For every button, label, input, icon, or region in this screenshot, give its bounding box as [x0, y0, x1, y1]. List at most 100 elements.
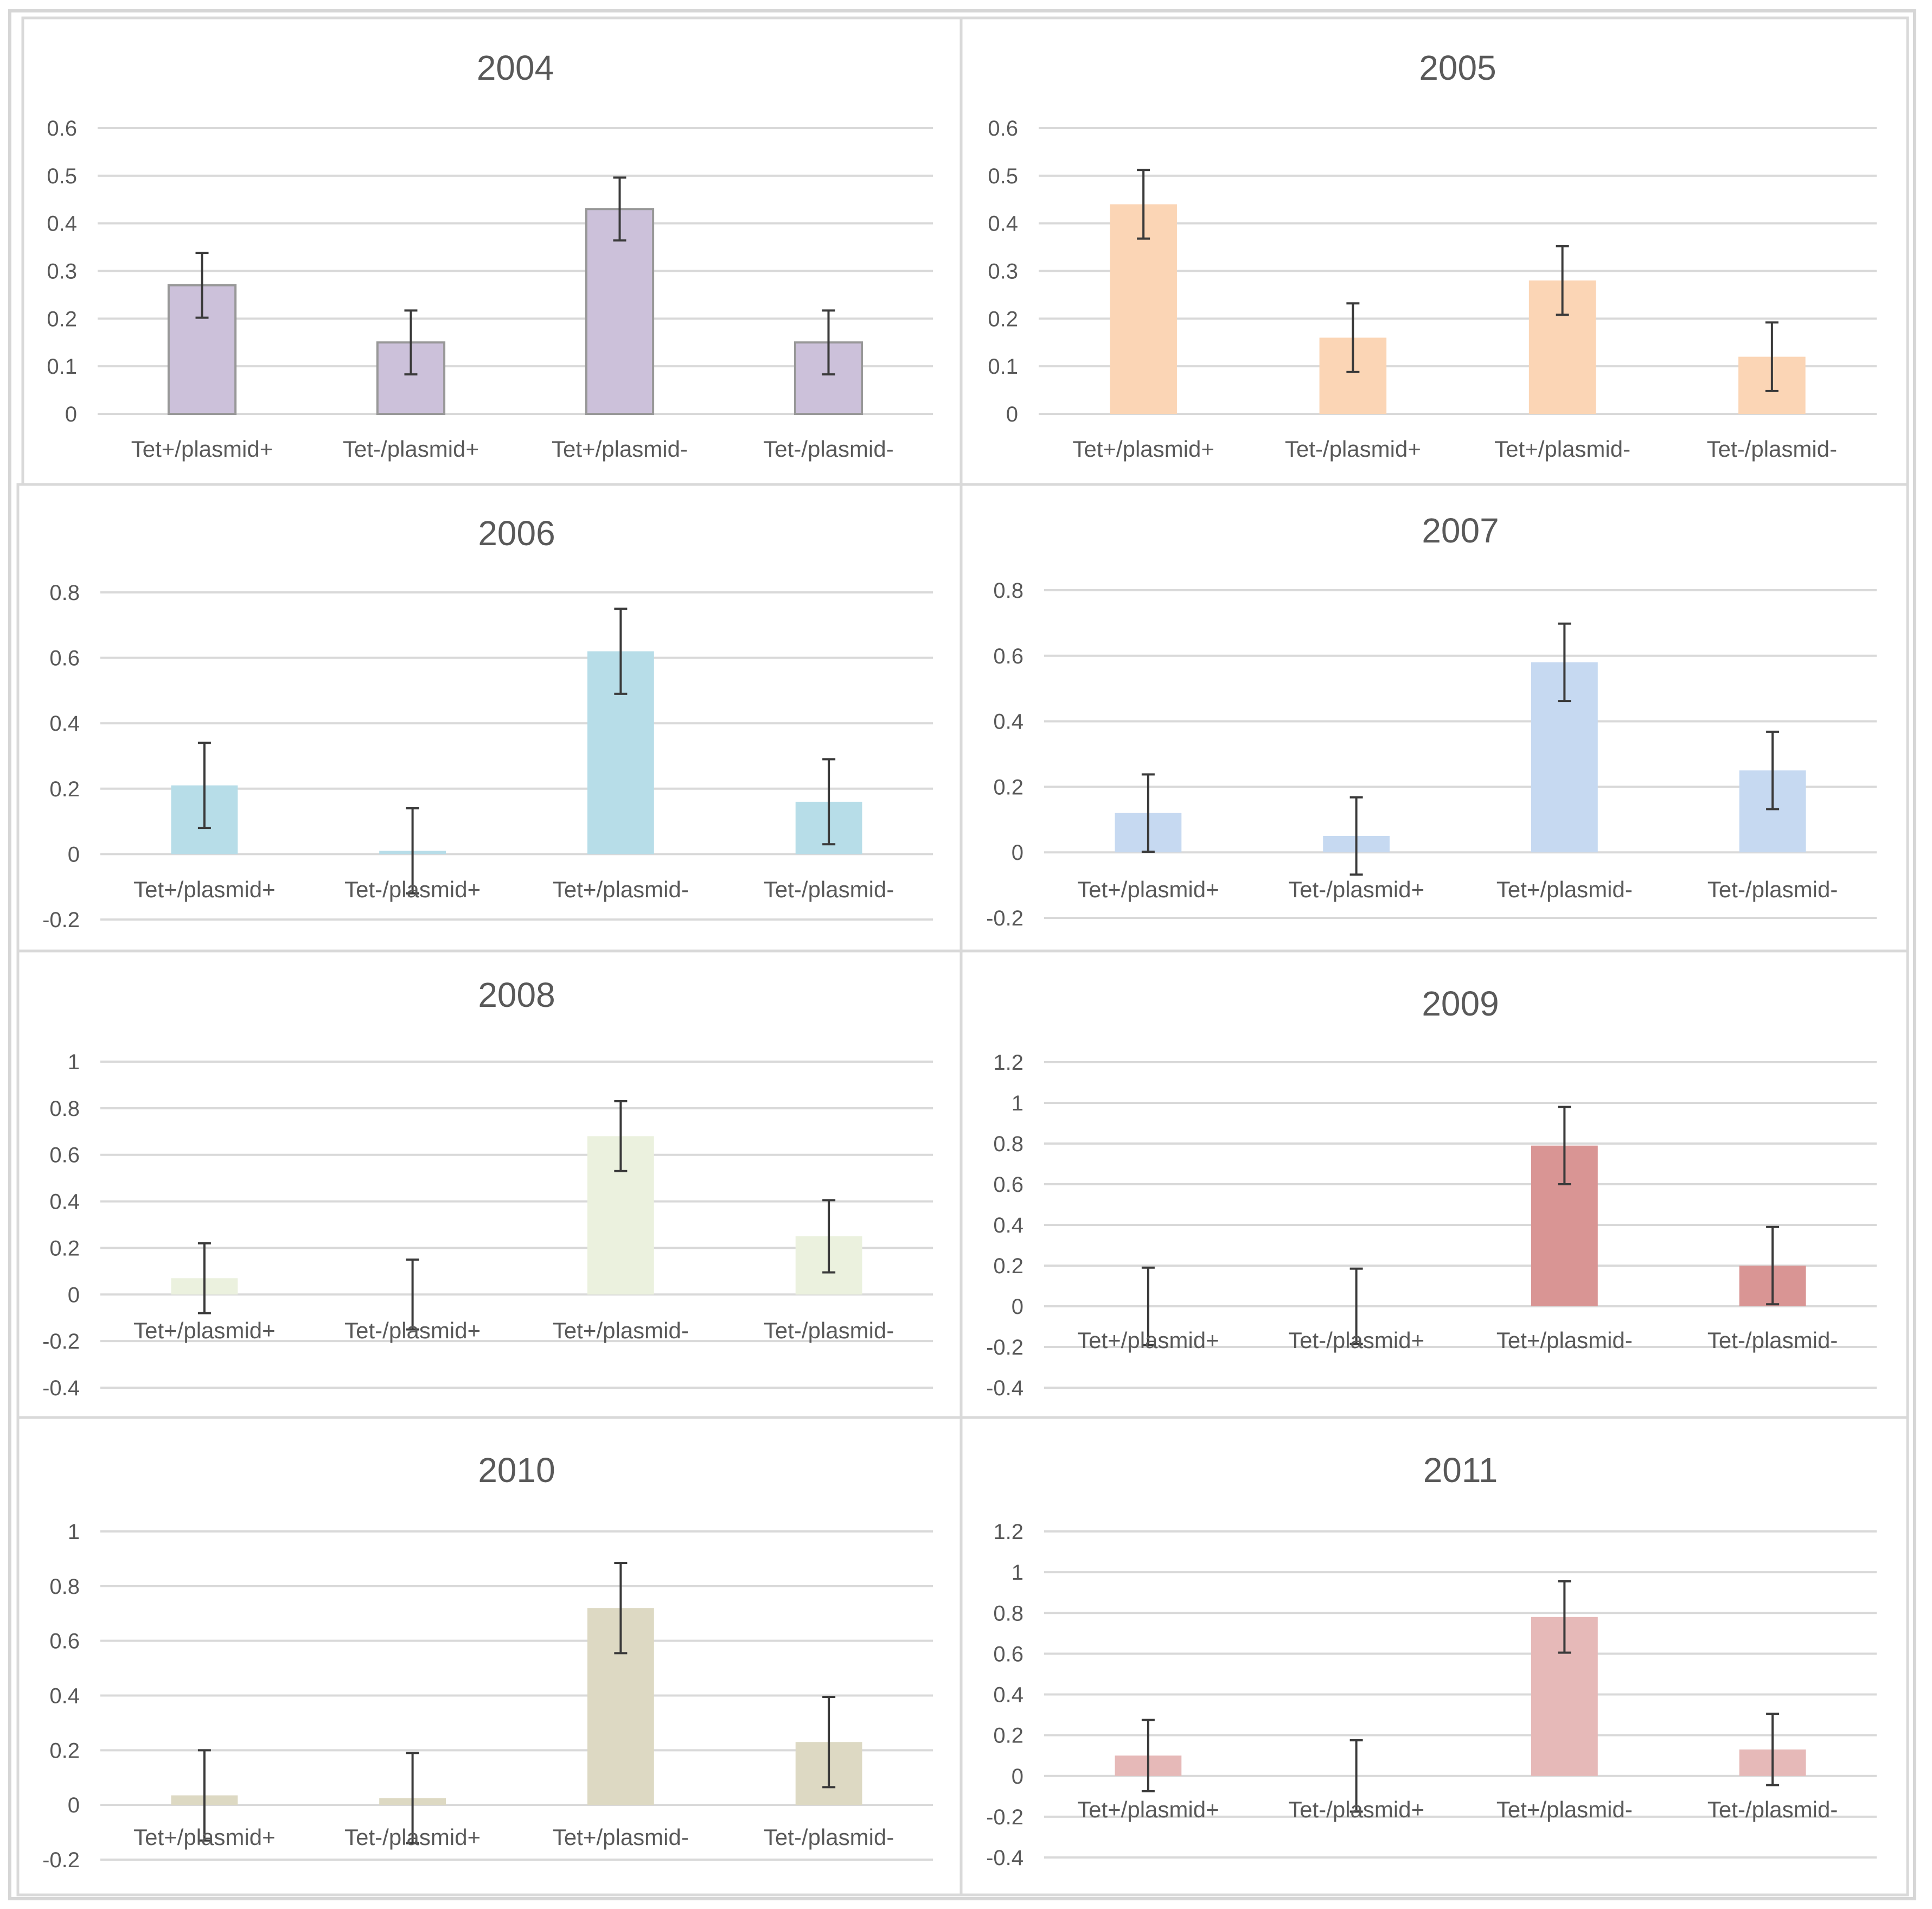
y-tick-label: -0.4 [42, 1376, 80, 1400]
chart-title: 2007 [1422, 511, 1499, 550]
x-tick-label: Tet-/plasmid- [764, 1318, 894, 1343]
x-tick-label: Tet-/plasmid- [1707, 436, 1837, 462]
y-tick-label: 0.4 [49, 1190, 80, 1214]
y-tick-label: 1 [68, 1050, 80, 1074]
chart-frame [16, 1416, 963, 1897]
x-tick-label: Tet+/plasmid- [1496, 877, 1633, 902]
y-tick-label: 0 [68, 1283, 80, 1307]
x-tick-label: Tet-/plasmid- [764, 1824, 894, 1850]
chart-2007: 0.8 0.6 0.4 0.2 0 -0.2 2007 Tet+/plasmid+ Tet-/p… [959, 483, 1909, 953]
y-tick-label: 0.4 [993, 1214, 1023, 1237]
x-tick-label: Tet-/plasmid+ [343, 436, 479, 462]
x-tick-label: Tet+/plasmid+ [1077, 1327, 1219, 1353]
y-tick-label: 0.4 [49, 712, 80, 736]
x-tick-label: Tet+/plasmid- [1496, 1327, 1633, 1353]
x-tick-label: Tet-/plasmid+ [1285, 436, 1421, 462]
x-tick-label: Tet+/plasmid+ [131, 436, 273, 462]
chart-title: 2008 [478, 975, 555, 1014]
y-tick-label: 0.8 [993, 579, 1023, 603]
y-tick-label: 0.2 [988, 307, 1018, 331]
x-tick-label: Tet-/plasmid+ [344, 1318, 481, 1343]
x-tick-label: Tet-/plasmid+ [1288, 1327, 1424, 1353]
bar [585, 208, 655, 415]
chart-frame [959, 483, 1909, 953]
y-tick-label: 0 [1012, 841, 1023, 865]
x-tick-label: Tet-/plasmid- [764, 877, 894, 902]
x-tick-label: Tet+/plasmid+ [1077, 1797, 1219, 1822]
y-tick-label: 0.3 [47, 260, 77, 284]
x-tick-label: Tet+/plasmid+ [1077, 877, 1219, 902]
x-tick-label: Tet+/plasmid+ [133, 877, 275, 902]
y-tick-label: 0.3 [988, 260, 1018, 284]
chart-frame [16, 483, 963, 953]
x-tick-label: Tet-/plasmid- [763, 436, 893, 462]
y-tick-label: 0.6 [49, 1630, 80, 1653]
x-tick-label: Tet-/plasmid- [1707, 1327, 1838, 1353]
x-tick-label: Tet-/plasmid+ [344, 1824, 481, 1850]
chart-title: 2006 [478, 514, 555, 553]
y-tick-label: 0.1 [47, 355, 77, 379]
chart-title: 2005 [1419, 48, 1496, 87]
y-tick-label: 0 [1012, 1295, 1023, 1319]
y-tick-label: 0.2 [993, 775, 1023, 799]
y-tick-label: 0.6 [993, 1173, 1023, 1197]
y-tick-label: 0.4 [49, 1684, 80, 1708]
chart-frame [959, 1416, 1909, 1897]
y-tick-label: -0.2 [986, 906, 1023, 930]
y-tick-label: 0.6 [988, 117, 1018, 141]
y-tick-label: 0.4 [993, 710, 1023, 734]
y-tick-label: -0.4 [986, 1376, 1023, 1400]
y-tick-label: 0.4 [988, 212, 1018, 236]
y-tick-label: -0.2 [986, 1336, 1023, 1359]
y-tick-label: 0.6 [47, 117, 77, 141]
y-tick-label: 0.5 [47, 164, 77, 188]
bar [794, 341, 863, 415]
y-tick-label: 0 [1006, 403, 1018, 426]
x-tick-label: Tet+/plasmid- [553, 1824, 689, 1850]
y-tick-label: 0 [65, 403, 77, 426]
y-tick-label: 0 [68, 842, 80, 866]
x-tick-label: Tet-/plasmid- [1707, 1797, 1838, 1822]
x-tick-label: Tet-/plasmid+ [1288, 1797, 1424, 1822]
y-tick-label: -0.2 [42, 1330, 80, 1353]
y-tick-label: 0.6 [993, 1642, 1023, 1666]
x-tick-label: Tet+/plasmid- [1494, 436, 1630, 462]
y-tick-label: 0.2 [49, 1739, 80, 1763]
y-tick-label: 0.6 [49, 647, 80, 671]
x-tick-label: Tet+/plasmid- [553, 877, 689, 902]
y-tick-label: 0.6 [993, 644, 1023, 668]
y-tick-label: 0.8 [49, 581, 80, 605]
y-tick-label: 0 [1012, 1765, 1023, 1789]
y-tick-label: 0.4 [993, 1683, 1023, 1707]
y-tick-label: 0.2 [49, 1236, 80, 1260]
chart-title: 2004 [477, 48, 554, 87]
x-tick-label: Tet+/plasmid+ [133, 1318, 275, 1343]
chart-2011: 1.2 1 0.8 0.6 0.4 0.2 0 -0.2 -0.4 2011 Tet+/plasmi… [959, 1416, 1909, 1897]
x-tick-label: Tet+/plasmid- [1496, 1797, 1633, 1822]
chart-2005: 0.6 0.5 0.4 0.3 0.2 0.1 0 2005 Tet+/plasmid+ Tet-… [959, 16, 1909, 486]
x-tick-label: Tet+/plasmid- [552, 436, 688, 462]
x-tick-label: Tet-/plasmid+ [344, 877, 481, 902]
x-tick-label: Tet-/plasmid- [1707, 877, 1838, 902]
y-tick-label: 0.2 [993, 1724, 1023, 1748]
x-tick-label: Tet+/plasmid- [553, 1318, 689, 1343]
chart-frame [16, 949, 963, 1419]
y-tick-label: 0.2 [49, 777, 80, 801]
chart-title: 2009 [1422, 984, 1499, 1023]
chart-title: 2010 [478, 1451, 555, 1490]
y-tick-label: 0 [68, 1793, 80, 1817]
chart-2006: 0.8 0.6 0.4 0.2 0 -0.2 2006 Tet+/plasmid+ Tet-/p… [16, 483, 963, 953]
y-tick-label: 0.8 [993, 1132, 1023, 1156]
y-tick-label: -0.2 [42, 908, 80, 932]
chart-2009: 1.2 1 0.8 0.6 0.4 0.2 0 -0.2 -0.4 2009 Tet+/plasmi… [959, 949, 1909, 1419]
y-tick-label: 0.2 [47, 307, 77, 331]
y-tick-label: 0.2 [993, 1254, 1023, 1278]
y-tick-label: -0.2 [42, 1848, 80, 1872]
figure-border [8, 9, 1916, 1900]
y-tick-label: 1 [1012, 1091, 1023, 1115]
y-tick-label: 0.1 [988, 355, 1018, 379]
y-tick-label: -0.2 [986, 1805, 1023, 1829]
y-tick-label: 0.8 [49, 1575, 80, 1599]
x-tick-label: Tet+/plasmid+ [1072, 436, 1214, 462]
